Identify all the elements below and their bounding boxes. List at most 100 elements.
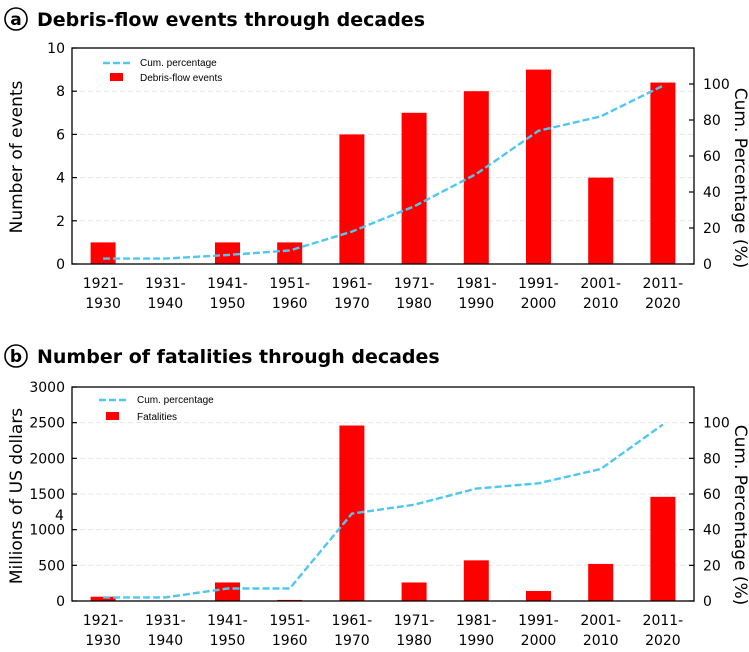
legend-line-label: Cum. percentage (140, 58, 217, 69)
x-tick-label: 1981- (456, 613, 497, 629)
x-tick-label: 1980 (396, 633, 432, 649)
x-tick-label: 1941- (207, 613, 248, 629)
y-tick-label: 500 (38, 558, 65, 574)
x-tick-label: 1951- (269, 276, 310, 292)
x-tick-label: 1970 (334, 633, 370, 649)
x-tick-label: 1991- (518, 613, 559, 629)
bar (90, 596, 116, 601)
x-tick-label: 1980 (396, 296, 432, 312)
legend-line-label: Cum. percentage (137, 395, 214, 406)
legend-bar-label: Fatalities (137, 412, 177, 423)
x-tick-label: 2001- (580, 613, 621, 629)
y2-tick-label: 60 (703, 487, 721, 503)
panel-b-legend: Cum. percentage Fatalities (99, 395, 214, 423)
legend-bar-swatch (106, 412, 119, 420)
y-tick-label: 2 (56, 214, 65, 230)
x-tick-label: 1940 (147, 296, 183, 312)
panel-a-y-ticks: 0 2 4 6 8 10 (47, 41, 77, 273)
panel-b-y-label: Millions of US dollars (7, 408, 27, 584)
panel-b-cum-line (103, 423, 664, 599)
x-tick-label: 1921- (83, 613, 124, 629)
bar (339, 134, 365, 264)
panel-a-y-label: Number of events (7, 80, 27, 233)
x-tick-label: 1950 (210, 633, 246, 649)
y2-tick-label: 20 (703, 558, 721, 574)
x-tick-label: 1960 (272, 296, 308, 312)
x-tick-label: 2011- (643, 276, 684, 292)
y-tick-label: 0 (56, 257, 65, 273)
y2-tick-label: 0 (703, 594, 712, 610)
bar (215, 242, 240, 264)
panel-a-y2-ticks: 0 20 40 60 80 100 (689, 77, 730, 273)
panel-a: a Debris-flow events through decades 0 2 4… (4, 7, 749, 312)
bar (215, 582, 240, 601)
x-tick-label: 1981- (456, 276, 497, 292)
x-tick-label: 1931- (145, 613, 186, 629)
y-tick-label: 1000 (29, 523, 65, 539)
x-tick-label: 1941- (207, 276, 248, 292)
x-tick-label: 1970 (334, 296, 370, 312)
y-tick-label: 2500 (29, 416, 65, 432)
bar (401, 112, 427, 264)
y2-tick-label: 100 (703, 416, 730, 432)
x-tick-label: 1961- (332, 613, 373, 629)
x-tick-label: 1960 (272, 633, 308, 649)
panel-b: b Number of fatalities through decades 0… (4, 344, 749, 649)
x-tick-label: 2020 (645, 296, 681, 312)
panel-b-y2-ticks: 0 20 40 60 80 100 (689, 416, 730, 610)
x-tick-label: 1931- (145, 276, 186, 292)
y2-tick-label: 0 (703, 257, 712, 273)
x-tick-label: 1971- (394, 613, 435, 629)
y2-tick-label: 20 (703, 221, 721, 237)
panel-a-title: Debris-flow events through decades (37, 9, 425, 31)
x-tick-label: 1990 (458, 633, 494, 649)
x-tick-label: 1951- (269, 613, 310, 629)
y2-tick-label: 40 (703, 185, 721, 201)
x-tick-label: 1930 (85, 296, 121, 312)
bar (588, 177, 614, 264)
panel-a-legend: Cum. percentage Debris-flow events (103, 58, 222, 84)
bar (526, 591, 551, 601)
x-tick-label: 2010 (583, 633, 619, 649)
panel-b-title: Number of fatalities through decades (37, 346, 440, 368)
panel-b-letter-circle (4, 344, 28, 368)
y2-tick-label: 40 (703, 523, 721, 539)
bar (90, 242, 116, 264)
panel-b-x-ticks: 1921- 1930 1931- 1940 1941- 1950 1951- 1960 1961… (83, 613, 683, 649)
y-tick-label: 2000 (29, 451, 65, 467)
panel-a-x-ticks: 1921- 1930 1931- 1940 1941- 1950 1951- 1960 1961… (83, 276, 683, 312)
bar (401, 582, 427, 601)
legend-bar-label: Debris-flow events (140, 73, 222, 84)
panel-a-y2-label: Cum. Percentage (%) (730, 88, 749, 268)
y2-tick-label: 60 (703, 149, 721, 165)
x-tick-label: 1971- (394, 276, 435, 292)
x-tick-label: 1961- (332, 276, 373, 292)
y2-tick-label: 80 (703, 451, 721, 467)
y-tick-label: 0 (56, 594, 65, 610)
bar (650, 82, 676, 264)
panel-b-gridlines (72, 422, 694, 566)
x-tick-label: 1930 (85, 633, 121, 649)
y2-tick-label: 80 (703, 113, 721, 129)
y2-tick-label: 100 (703, 77, 730, 93)
x-tick-label: 1991- (518, 276, 559, 292)
panel-a-bars (90, 69, 676, 264)
y-tick-label: 8 (56, 84, 65, 100)
x-tick-label: 2000 (521, 296, 557, 312)
panel-b-stray-label: 4 (55, 508, 64, 524)
bar (650, 496, 676, 601)
panel-a-cum-line (103, 84, 664, 260)
bar (463, 560, 489, 601)
y-tick-label: 6 (56, 127, 65, 143)
bar (277, 242, 303, 264)
x-tick-label: 2011- (643, 613, 684, 629)
panel-a-letter-circle (4, 7, 28, 31)
panel-b-bars (90, 425, 676, 601)
y-tick-label: 10 (47, 41, 65, 57)
x-tick-label: 1940 (147, 633, 183, 649)
x-tick-label: 1921- (83, 276, 124, 292)
panel-b-letter: b (10, 347, 22, 367)
panel-b-y-ticks: 0 500 1000 1500 2000 2500 3000 (29, 380, 77, 610)
legend-bar-swatch (110, 73, 123, 81)
